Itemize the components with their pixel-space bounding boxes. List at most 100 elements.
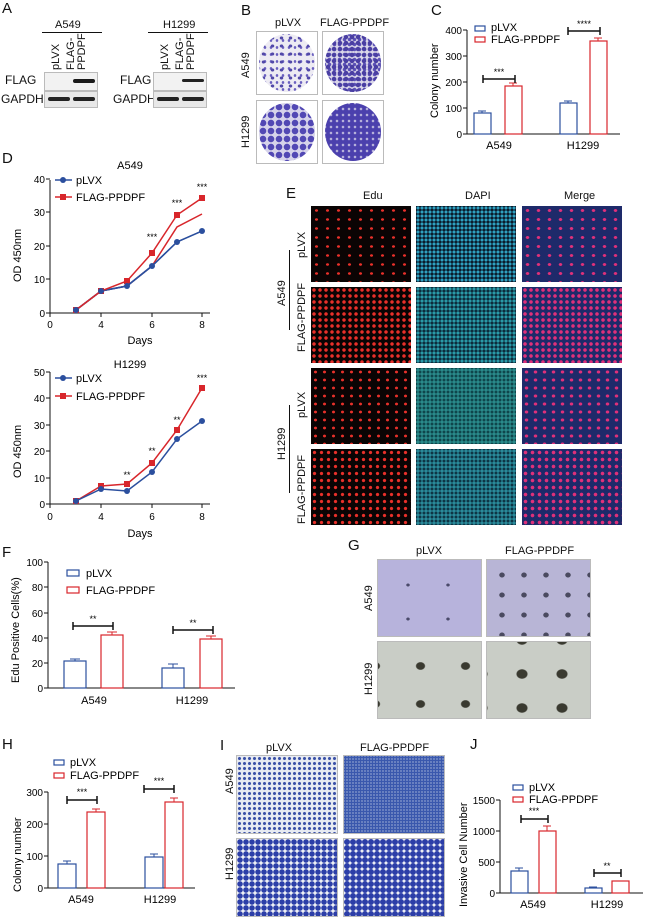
col-label-flag-ppdpf: FLAG-PPDPF: [320, 17, 390, 29]
chart-colony-number-h: Colony number 0 100 200 300 pLVX FLAG-PP…: [12, 757, 195, 906]
chart-title: H1299: [114, 359, 146, 371]
panel-label-g: G: [348, 537, 360, 554]
y-tick: 80: [32, 583, 44, 594]
dapi-image-h1299-plvx: [416, 368, 516, 444]
legend-plvx: pLVX: [76, 373, 103, 385]
blot-strip-gapdh: [153, 91, 207, 108]
col-label-plvx: pLVX: [266, 742, 293, 754]
significance-marker: **: [148, 446, 156, 456]
row-label-flag-ppdpf: FLAG-PPDPF: [296, 282, 308, 352]
panel-label-h: H: [2, 736, 13, 753]
group-label-h1299: H1299: [276, 427, 288, 460]
soft-agar-image-h1299-flag: [486, 641, 591, 719]
significance-marker: **: [89, 614, 97, 624]
y-tick: 1000: [473, 827, 496, 838]
soft-agar-image-a549-flag: [486, 559, 591, 637]
bar-h1299-flag: [589, 40, 608, 135]
merge-image-a549-plvx: [522, 206, 622, 282]
row-label-flag: FLAG: [120, 73, 152, 87]
bar-h1299-plvx: [559, 102, 578, 135]
legend-flag-ppdpf: FLAG-PPDPF: [491, 34, 560, 46]
y-tick: 500: [478, 858, 495, 869]
y-tick: 30: [34, 421, 46, 432]
y-tick: 20: [32, 659, 44, 670]
x-tick: 0: [47, 320, 53, 331]
significance-marker: ***: [529, 806, 540, 816]
chart-growth-a549: A549 OD 450nm 0 10 20 30 40 0 4 6 8 Days…: [12, 160, 210, 347]
bar-h1299-plvx: [144, 856, 164, 889]
invasion-image-a549-flag: [343, 755, 445, 834]
x-tick: 6: [149, 320, 155, 331]
row-label-gapdh: GAPDH: [1, 92, 44, 106]
legend-plvx: pLVX: [529, 782, 556, 794]
significance-marker: ***: [77, 787, 88, 797]
group-divider-a549: [289, 250, 290, 330]
y-tick: 0: [39, 500, 45, 511]
col-label-plvx: pLVX: [275, 17, 302, 29]
bar-a549-flag: [504, 85, 523, 135]
y-tick: 40: [34, 175, 46, 186]
legend-plvx: pLVX: [86, 568, 113, 580]
bar-h1299-flag: [199, 638, 223, 689]
y-tick: 0: [37, 884, 43, 895]
col-label-edu: Edu: [363, 190, 383, 202]
y-tick: 100: [445, 104, 462, 115]
x-tick-a549: A549: [520, 899, 546, 911]
blot-band: [48, 97, 70, 101]
dapi-image-h1299-flag: [416, 449, 516, 525]
invasion-image-h1299-plvx: [236, 838, 338, 917]
y-tick: 200: [26, 820, 43, 831]
y-tick: 40: [32, 634, 44, 645]
blot-band: [182, 79, 204, 82]
blot-band: [157, 97, 179, 101]
y-axis-label: OD 450nm: [12, 425, 24, 478]
group-label-a549: A549: [276, 280, 288, 306]
blot-band: [73, 97, 95, 101]
y-axis-label: Colony number: [12, 817, 24, 892]
x-tick-h1299: H1299: [176, 695, 208, 707]
x-tick: 8: [199, 512, 205, 523]
bar-a549-flag: [100, 634, 124, 689]
col-label-merge: Merge: [564, 190, 596, 202]
y-tick: 0: [37, 684, 43, 695]
x-tick: 0: [47, 512, 53, 523]
bar-h1299-plvx: [584, 887, 603, 894]
legend-flag-ppdpf: FLAG-PPDPF: [529, 794, 598, 806]
legend-flag-ppdpf: FLAG-PPDPF: [70, 770, 139, 782]
legend-flag-ppdpf: FLAG-PPDPF: [76, 391, 145, 403]
x-tick-h1299: H1299: [144, 894, 176, 906]
row-label-flag: FLAG: [5, 73, 37, 87]
x-tick-a549: A549: [68, 894, 94, 906]
significance-marker: ***: [172, 198, 183, 208]
line-plvx: [75, 230, 203, 311]
x-tick-a549: A549: [486, 140, 512, 152]
line-plvx: [75, 420, 203, 502]
soft-agar-image-a549-plvx: [377, 559, 482, 637]
y-tick: 30: [34, 208, 46, 219]
panel-label-j: J: [470, 736, 478, 753]
significance-marker: **: [123, 470, 131, 480]
x-tick: 8: [199, 320, 205, 331]
merge-image-a549-flag: [522, 287, 622, 363]
legend-flag-ppdpf: FLAG-PPDPF: [86, 585, 155, 597]
significance-marker: ***: [197, 373, 208, 383]
blot-strip-flag: [44, 72, 98, 91]
lane-label-text: PPDPF: [185, 33, 197, 70]
significance-marker: ***: [147, 232, 158, 242]
panel-label-e: E: [286, 185, 297, 202]
legend-plvx: pLVX: [76, 175, 103, 187]
bar-a549-plvx: [473, 112, 492, 135]
x-tick-h1299: H1299: [567, 140, 599, 152]
y-tick: 0: [489, 889, 495, 900]
y-tick: 300: [26, 788, 43, 799]
y-tick: 20: [34, 447, 46, 458]
chart-title: A549: [117, 160, 143, 172]
y-axis-label: Colony number: [429, 43, 441, 118]
row-label-a549: A549: [224, 768, 236, 794]
x-tick-a549: A549: [81, 695, 107, 707]
blot-band: [182, 97, 204, 101]
y-tick: 300: [445, 52, 462, 63]
y-tick: 50: [34, 368, 46, 379]
chart-invasive-cells-j: Invasive Cell Number 0 500 1000 1500 pLV…: [458, 782, 643, 911]
y-tick: 10: [34, 275, 46, 286]
